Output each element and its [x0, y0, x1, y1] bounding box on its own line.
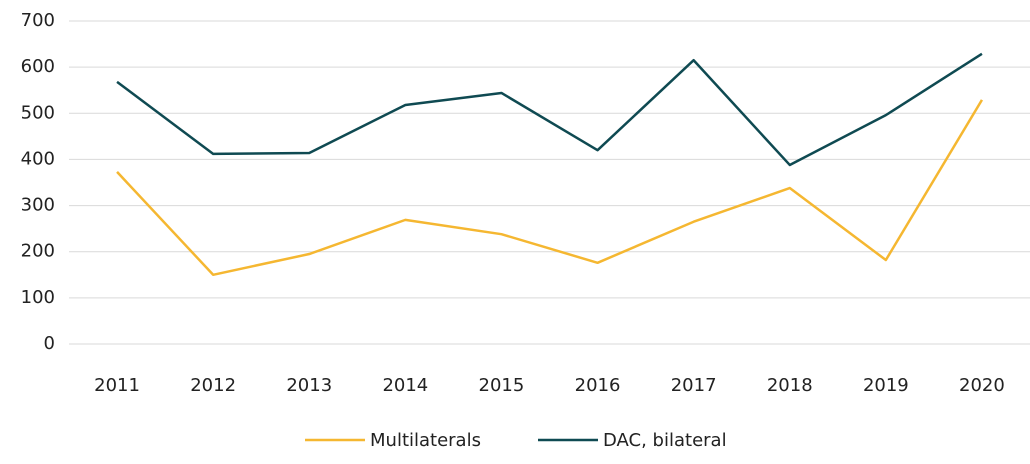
y-tick-label: 400 [21, 148, 55, 169]
x-tick-label: 2017 [671, 375, 717, 396]
x-tick-label: 2016 [575, 375, 621, 396]
y-tick-label: 0 [44, 333, 55, 354]
y-tick-label: 600 [21, 56, 55, 77]
x-tick-label: 2015 [479, 375, 525, 396]
x-tick-label: 2020 [959, 375, 1005, 396]
x-tick-label: 2013 [286, 375, 332, 396]
x-tick-label: 2014 [382, 375, 428, 396]
data-line [116, 52, 983, 167]
x-tick-label: 2012 [190, 375, 236, 396]
y-tick-label: 200 [21, 241, 55, 262]
legend-label: Multilaterals [370, 430, 481, 451]
x-tick-label: 2011 [94, 375, 140, 396]
legend-label: DAC, bilateral [603, 430, 727, 451]
x-tick-label: 2019 [863, 375, 909, 396]
y-tick-label: 300 [21, 195, 55, 216]
y-tick-label: 100 [21, 287, 55, 308]
y-tick-label: 500 [21, 102, 55, 123]
y-tick-label: 700 [21, 10, 55, 31]
data-line [116, 99, 984, 277]
x-tick-label: 2018 [767, 375, 813, 396]
